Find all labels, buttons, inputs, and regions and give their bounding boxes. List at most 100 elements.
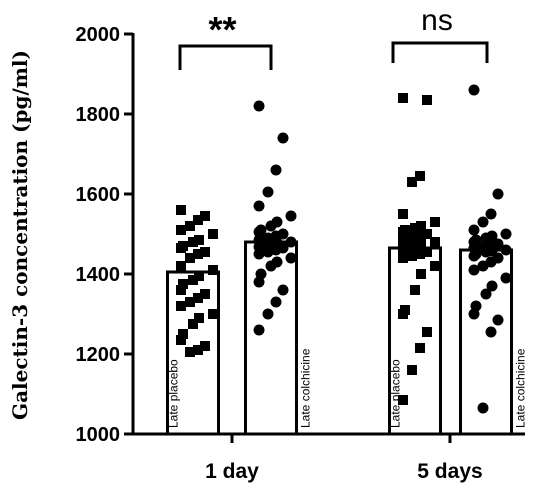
data-point <box>270 164 282 176</box>
y-tick-label: 2000 <box>76 24 121 46</box>
data-point <box>500 272 512 284</box>
bar-label: Late colchicine <box>299 348 313 428</box>
data-point <box>398 395 408 405</box>
data-point <box>208 265 218 275</box>
significance-label: ns <box>421 4 453 37</box>
bar-label: Late colchicine <box>514 348 528 428</box>
data-point <box>468 264 480 276</box>
data-point <box>398 245 408 255</box>
data-point <box>200 211 210 221</box>
y-tick-label: 1400 <box>76 264 121 286</box>
x-category-label: 5 days <box>417 460 482 483</box>
data-point <box>176 205 186 215</box>
data-point <box>398 235 408 245</box>
x-category-label: 1 day <box>205 460 259 483</box>
data-point <box>492 314 504 326</box>
data-point <box>262 186 274 198</box>
data-point <box>480 288 492 300</box>
data-point <box>430 261 440 271</box>
data-point <box>480 232 492 244</box>
data-points <box>176 84 512 414</box>
data-point <box>422 247 432 257</box>
data-point <box>270 296 282 308</box>
data-point <box>430 237 440 247</box>
data-point <box>200 341 210 351</box>
data-point <box>208 229 218 239</box>
data-point <box>500 244 512 256</box>
data-point <box>176 225 186 235</box>
data-point <box>398 209 408 219</box>
data-point <box>485 208 497 220</box>
data-point <box>492 188 504 200</box>
data-point <box>468 84 480 96</box>
bar-label: Late placebo <box>389 359 403 428</box>
data-point <box>253 226 265 238</box>
data-point <box>253 200 265 212</box>
data-point <box>176 301 186 311</box>
data-point <box>176 261 186 271</box>
data-point <box>178 279 188 289</box>
data-point <box>398 253 408 263</box>
data-point <box>262 246 274 258</box>
data-point <box>194 271 204 281</box>
data-point <box>200 289 210 299</box>
significance-bracket <box>391 41 489 63</box>
data-point <box>415 343 425 353</box>
data-point <box>410 285 420 295</box>
data-point <box>188 275 198 285</box>
data-point <box>422 229 432 239</box>
data-point <box>265 260 277 272</box>
significance-bracket <box>178 44 273 70</box>
data-point <box>277 132 289 144</box>
data-point <box>285 252 297 264</box>
data-point <box>253 100 265 112</box>
data-point <box>285 210 297 222</box>
data-point <box>208 309 218 319</box>
data-point <box>176 243 186 253</box>
data-point <box>188 237 198 247</box>
data-point <box>185 347 195 357</box>
data-point <box>407 233 417 243</box>
bar <box>244 240 298 436</box>
data-point <box>193 293 203 303</box>
y-tick-label: 1800 <box>76 104 121 126</box>
y-tick-label: 1000 <box>76 424 121 446</box>
data-point <box>194 235 204 245</box>
data-point <box>277 284 289 296</box>
data-point <box>193 215 203 225</box>
data-point <box>422 327 432 337</box>
significance-annotations: ** ns <box>178 4 489 70</box>
data-point <box>193 249 203 259</box>
data-point <box>265 220 277 232</box>
data-point <box>415 249 425 259</box>
significance-label: ** <box>208 9 236 50</box>
data-point <box>416 239 426 249</box>
data-point <box>468 250 480 262</box>
data-point <box>262 308 274 320</box>
axes: 1000 1200 1400 1600 1800 2000 1 day 5 days <box>76 24 525 483</box>
data-point <box>407 177 417 187</box>
data-point <box>253 276 265 288</box>
bar-label: Late placebo <box>167 359 181 428</box>
data-point <box>185 297 195 307</box>
data-point <box>176 285 186 295</box>
data-point <box>480 246 492 258</box>
data-point <box>185 221 195 231</box>
data-point <box>410 223 420 233</box>
data-point <box>477 402 489 414</box>
data-point <box>410 241 420 251</box>
data-point <box>485 326 497 338</box>
y-axis-label: Galectin-3 concentration (pg/ml) <box>8 50 32 420</box>
data-point <box>415 231 425 241</box>
data-point <box>398 93 408 103</box>
data-point <box>176 335 186 345</box>
y-tick-label: 1600 <box>76 184 121 206</box>
data-point <box>477 260 489 272</box>
data-point <box>415 171 425 181</box>
data-point <box>200 247 210 257</box>
data-point <box>468 224 480 236</box>
data-point <box>486 280 498 292</box>
data-point <box>430 217 440 227</box>
data-point <box>416 221 426 231</box>
